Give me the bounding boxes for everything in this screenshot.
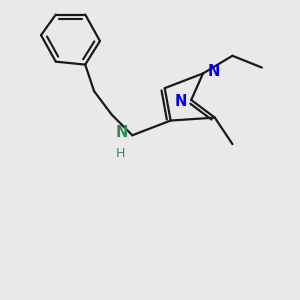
Text: N: N: [207, 64, 220, 80]
Text: N: N: [174, 94, 187, 109]
Text: N: N: [116, 125, 128, 140]
Text: H: H: [116, 147, 125, 160]
